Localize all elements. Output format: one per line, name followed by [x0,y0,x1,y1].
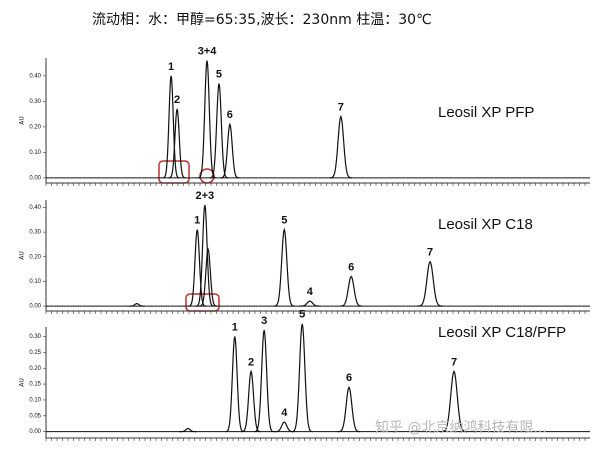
peak [225,336,245,433]
y-tick-label: 0.20 [29,254,41,260]
peak-label: 2 [248,356,254,368]
peak [299,300,321,307]
peak-label: 1 [194,215,200,227]
peak-label: 5 [281,215,287,227]
peak [337,385,361,433]
peak [241,369,261,433]
peak [195,204,214,307]
y-tick-label: 0.10 [29,279,41,285]
peak-label: 1 [232,321,238,333]
peak [274,421,295,433]
peak [220,122,240,179]
y-tick-label: 0.00 [29,175,41,181]
y-tick-label: 0.30 [29,230,41,236]
peak-label: 5 [216,68,222,80]
peak-label: 2+3 [196,190,215,202]
peak [291,323,313,433]
peak [339,275,363,307]
peak-label: 7 [451,356,457,368]
y-tick-label: 0.40 [29,205,41,211]
y-tick-label: 0.25 [29,350,41,356]
peak [441,369,467,433]
y-axis-label: AU [19,378,26,387]
panel-name: Leosil XP C18 [438,216,533,233]
y-tick-label: 0.30 [29,99,41,105]
peak [329,114,353,179]
peak [162,75,180,179]
peak-label: 7 [338,102,344,114]
peak-label: 4 [307,286,314,298]
y-tick-label: 0.20 [29,366,41,372]
peak-label: 1 [168,61,174,73]
y-tick-label: 0.20 [29,124,41,130]
peak [254,330,275,433]
y-axis-label: AU [19,116,26,125]
y-tick-label: 0.10 [29,150,41,156]
watermark: 知乎 @北京纳鸿科技有限... [375,419,547,436]
y-tick-label: 0.05 [29,413,41,419]
peak-label: 6 [227,109,233,121]
peak-label: 3 [261,315,267,327]
y-tick-label: 0.15 [29,382,41,388]
peak [197,60,217,179]
peak-label: 6 [346,372,352,384]
peak [209,83,229,179]
peak-label: 7 [427,247,433,259]
y-axis-label: AU [19,251,26,260]
panel-name: Leosil XP C18/PFP [438,324,566,341]
highlight-box [158,160,190,184]
peak [179,427,197,433]
peak-label: 5 [299,309,305,321]
y-tick-label: 0.30 [29,334,41,340]
y-tick-label: 0.10 [29,398,41,404]
y-tick-label: 0.00 [29,304,41,310]
peak-label: 4 [281,407,288,419]
peak-label: 3+4 [198,45,218,57]
peak [274,227,295,307]
y-tick-label: 0.40 [29,73,41,79]
peak [168,108,186,179]
peak [417,260,443,307]
peak [199,247,218,307]
peak-label: 6 [348,261,354,273]
figure-title: 流动相：水：甲醇=65:35,波长：230nm 柱温：30℃ [92,11,432,28]
peak-label: 2 [174,94,180,106]
peak [128,302,145,307]
panel-name: Leosil XP PFP [438,104,534,121]
y-tick-label: 0.00 [29,429,41,435]
peak [188,229,207,307]
